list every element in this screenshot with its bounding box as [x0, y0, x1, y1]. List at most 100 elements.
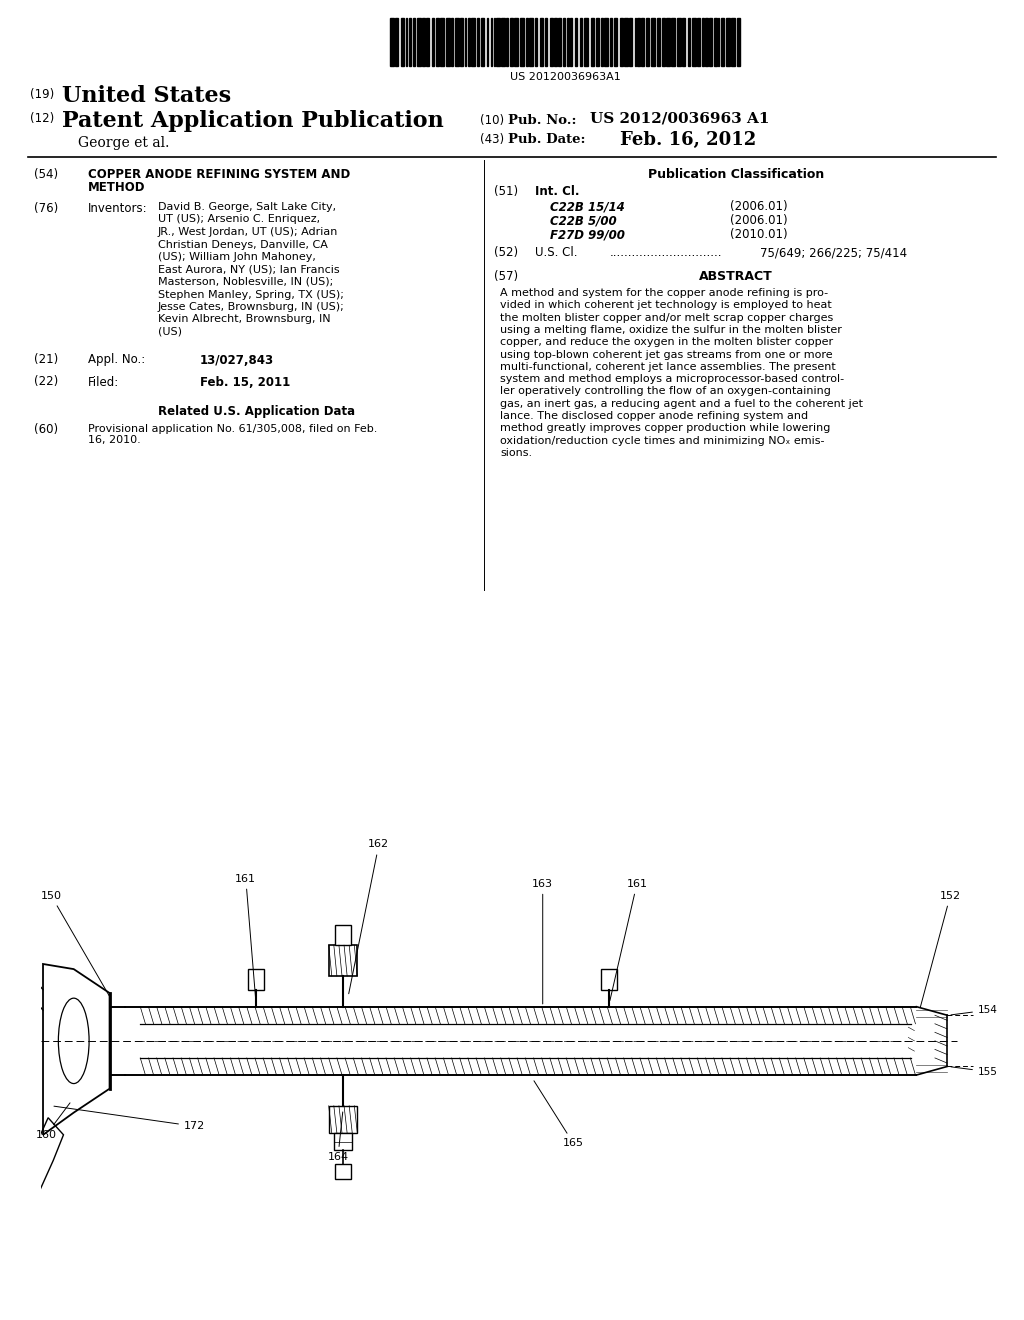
Bar [468, 18, 469, 66]
Text: 16, 2010.: 16, 2010. [88, 436, 140, 446]
Text: (US); William John Mahoney,: (US); William John Mahoney, [158, 252, 315, 261]
Bar [714, 18, 717, 66]
Text: sions.: sions. [500, 447, 532, 458]
Bar [721, 18, 724, 66]
Text: (2006.01): (2006.01) [730, 201, 787, 213]
Bar [494, 18, 495, 66]
Bar [529, 18, 532, 66]
Bar [591, 18, 594, 66]
Bar [645, 18, 648, 66]
Text: A method and system for the copper anode refining is pro-: A method and system for the copper anode… [500, 288, 828, 298]
Text: (43): (43) [480, 133, 504, 147]
Bar [395, 18, 398, 66]
Bar [726, 18, 729, 66]
Bar [513, 18, 517, 66]
Text: 13/027,843: 13/027,843 [200, 354, 274, 367]
Bar [682, 18, 685, 66]
Bar [666, 18, 670, 66]
Bar [520, 18, 523, 66]
Bar [460, 18, 463, 66]
Bar [440, 18, 443, 66]
Text: Provisional application No. 61/305,008, filed on Feb.: Provisional application No. 61/305,008, … [88, 424, 378, 433]
Bar [662, 18, 665, 66]
Text: East Aurora, NY (US); Ian Francis: East Aurora, NY (US); Ian Francis [158, 264, 340, 275]
Bar [335, 1164, 351, 1179]
Text: (76): (76) [34, 202, 58, 215]
Bar [731, 18, 735, 66]
Text: METHOD: METHOD [88, 181, 145, 194]
Bar [451, 18, 453, 66]
Text: David B. George, Salt Lake City,: David B. George, Salt Lake City, [158, 202, 336, 213]
Bar [603, 18, 607, 66]
Bar [637, 18, 640, 66]
Text: the molten blister copper and/or melt scrap copper charges: the molten blister copper and/or melt sc… [500, 313, 834, 322]
Text: (2010.01): (2010.01) [730, 228, 787, 242]
Text: Feb. 15, 2011: Feb. 15, 2011 [200, 375, 290, 388]
Text: US 2012/0036963 A1: US 2012/0036963 A1 [590, 112, 769, 125]
Text: (10): (10) [480, 114, 504, 127]
Bar [506, 18, 508, 66]
Text: 75/649; 266/225; 75/414: 75/649; 266/225; 75/414 [760, 246, 907, 259]
Text: Patent Application Publication: Patent Application Publication [62, 110, 443, 132]
Text: George et al.: George et al. [78, 136, 169, 150]
Text: Int. Cl.: Int. Cl. [535, 185, 580, 198]
Bar [550, 18, 553, 66]
Bar [455, 18, 459, 66]
Text: (57): (57) [494, 271, 518, 282]
Text: 161: 161 [610, 879, 647, 1001]
Bar [584, 18, 588, 66]
Bar [601, 18, 602, 66]
Bar [558, 18, 561, 66]
Text: 150: 150 [41, 891, 110, 995]
Bar [657, 18, 660, 66]
Text: lance. The disclosed copper anode refining system and: lance. The disclosed copper anode refini… [500, 411, 808, 421]
Bar [554, 18, 556, 66]
Text: using a melting flame, oxidize the sulfur in the molten blister: using a melting flame, oxidize the sulfu… [500, 325, 842, 335]
Text: (60): (60) [34, 424, 58, 437]
Bar [641, 18, 643, 66]
Text: 155: 155 [951, 1067, 997, 1077]
Text: (19): (19) [30, 88, 54, 102]
Bar [436, 18, 439, 66]
Text: (21): (21) [34, 354, 58, 367]
Text: 154: 154 [951, 1005, 997, 1015]
Text: (54): (54) [34, 168, 58, 181]
Text: multi-functional, coherent jet lance assemblies. The present: multi-functional, coherent jet lance ass… [500, 362, 836, 372]
Text: Pub. No.:: Pub. No.: [508, 114, 577, 127]
Text: (US): (US) [158, 327, 182, 337]
Bar [526, 18, 527, 66]
Text: vided in which coherent jet technology is employed to heat: vided in which coherent jet technology i… [500, 300, 831, 310]
Bar [651, 18, 655, 66]
Bar [334, 1133, 352, 1150]
Text: Filed:: Filed: [88, 375, 119, 388]
Bar [481, 18, 484, 66]
Bar [446, 18, 450, 66]
Text: 163: 163 [532, 879, 553, 1005]
Bar [248, 969, 264, 990]
Bar [574, 18, 577, 66]
Text: 165: 165 [534, 1081, 584, 1148]
Bar [406, 18, 407, 66]
Bar [624, 18, 628, 66]
Text: ABSTRACT: ABSTRACT [699, 271, 773, 282]
Bar [629, 18, 632, 66]
Text: 160: 160 [36, 1104, 70, 1139]
Bar [709, 18, 712, 66]
Bar [635, 18, 636, 66]
Bar [563, 18, 565, 66]
Text: JR., West Jordan, UT (US); Adrian: JR., West Jordan, UT (US); Adrian [158, 227, 338, 238]
Bar [426, 18, 429, 66]
Bar [566, 18, 568, 66]
Bar [465, 18, 466, 66]
Bar [701, 18, 703, 66]
Bar [413, 18, 415, 66]
Bar [390, 18, 393, 66]
Text: (2006.01): (2006.01) [730, 214, 787, 227]
Bar [580, 18, 582, 66]
Bar [677, 18, 681, 66]
Bar [671, 18, 675, 66]
Text: (52): (52) [494, 246, 518, 259]
Text: Appl. No.:: Appl. No.: [88, 354, 145, 367]
Bar [431, 18, 434, 66]
Text: Inventors:: Inventors: [88, 202, 147, 215]
